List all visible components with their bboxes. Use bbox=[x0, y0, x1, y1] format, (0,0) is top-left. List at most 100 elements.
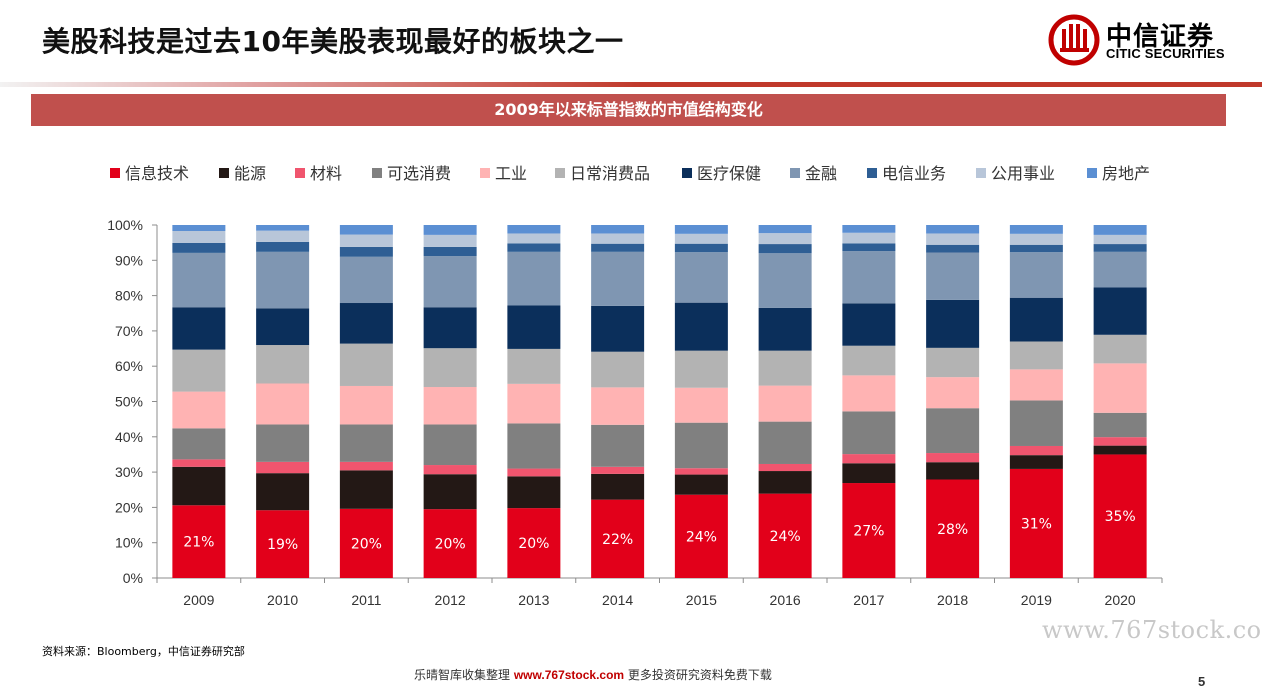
legend-label: 医疗保健 bbox=[697, 164, 761, 183]
bar-segment bbox=[256, 251, 310, 309]
bar-segment bbox=[758, 493, 812, 578]
bar-segment bbox=[256, 225, 310, 231]
legend-swatch bbox=[867, 168, 877, 178]
y-tick-label: 100% bbox=[107, 217, 143, 233]
bar-segment bbox=[423, 509, 477, 578]
x-tick-label: 2017 bbox=[853, 592, 884, 608]
data-label: 20% bbox=[518, 536, 549, 552]
legend-swatch bbox=[1087, 168, 1097, 178]
data-label: 24% bbox=[686, 529, 717, 545]
bar-segment bbox=[926, 299, 980, 348]
bar-segment bbox=[758, 225, 812, 234]
legend-swatch bbox=[976, 168, 986, 178]
y-tick-label: 0% bbox=[123, 570, 143, 586]
bar-segment bbox=[926, 244, 980, 253]
source-note: 资料来源：Bloomberg，中信证券研究部 bbox=[42, 645, 245, 658]
bar-segment bbox=[842, 232, 896, 244]
bar-segment bbox=[926, 233, 980, 245]
bar-segment bbox=[842, 303, 896, 346]
bar-segment bbox=[758, 307, 812, 351]
bar-segment bbox=[758, 421, 812, 464]
bar-segment bbox=[172, 231, 226, 244]
y-tick-label: 70% bbox=[115, 323, 143, 339]
bar-segment bbox=[842, 251, 896, 304]
bar-segment bbox=[926, 453, 980, 463]
bar-segment bbox=[591, 251, 645, 306]
x-tick-label: 2020 bbox=[1105, 592, 1136, 608]
bar-segment bbox=[256, 345, 310, 384]
bar-segment bbox=[423, 387, 477, 425]
bar-segment bbox=[674, 243, 728, 253]
data-label: 21% bbox=[183, 535, 214, 551]
bar-segment bbox=[507, 243, 561, 252]
footer-note: 乐晴智库收集整理 www.767stock.com 更多投资研究资料免费下载 bbox=[414, 666, 772, 683]
bar-segment bbox=[842, 483, 896, 578]
bar-segment bbox=[1093, 445, 1147, 455]
x-tick-label: 2010 bbox=[267, 592, 298, 608]
bar-segment bbox=[842, 463, 896, 484]
legend-label: 工业 bbox=[495, 164, 527, 183]
legend-label: 电信业务 bbox=[882, 164, 946, 183]
bar-segment bbox=[591, 351, 645, 388]
bar-segment bbox=[591, 225, 645, 234]
bar-segment bbox=[507, 251, 561, 306]
bar-segment bbox=[1009, 297, 1063, 342]
y-tick-label: 50% bbox=[115, 394, 143, 410]
bar-segment bbox=[674, 350, 728, 388]
bar-segment bbox=[591, 233, 645, 244]
bar-segment bbox=[507, 233, 561, 244]
bar-segment bbox=[1009, 244, 1063, 253]
bar-segment bbox=[339, 385, 393, 425]
bar-segment bbox=[926, 347, 980, 378]
x-tick-label: 2018 bbox=[937, 592, 968, 608]
bar-segment bbox=[172, 391, 226, 429]
bar-segment bbox=[172, 428, 226, 460]
bar-segment bbox=[1009, 468, 1063, 578]
bar-segment bbox=[1093, 234, 1147, 245]
footer-site-link[interactable]: www.767stock.com bbox=[513, 668, 625, 682]
bar-segment bbox=[256, 383, 310, 425]
bar-segment bbox=[423, 424, 477, 466]
bar-segment bbox=[591, 387, 645, 425]
legend-label: 能源 bbox=[234, 164, 266, 183]
bar-segment bbox=[507, 383, 561, 424]
bar-segment bbox=[256, 473, 310, 511]
bar-segment bbox=[507, 225, 561, 234]
bar-segment bbox=[172, 349, 226, 392]
bar-segment bbox=[926, 479, 980, 578]
legend-swatch bbox=[790, 168, 800, 178]
bar-segment bbox=[926, 462, 980, 480]
x-tick-label: 2014 bbox=[602, 592, 633, 608]
bar-segment bbox=[172, 225, 226, 232]
bar-segment bbox=[256, 241, 310, 252]
bar-segment bbox=[507, 305, 561, 349]
logo-text-cn: 中信证券 bbox=[1106, 22, 1215, 52]
bar-segment bbox=[423, 225, 477, 235]
bar-segment bbox=[172, 252, 226, 308]
data-label: 31% bbox=[1021, 516, 1052, 532]
y-tick-label: 60% bbox=[115, 358, 143, 374]
data-label: 19% bbox=[267, 537, 298, 553]
x-tick-label: 2019 bbox=[1021, 592, 1052, 608]
bar-segment bbox=[842, 345, 896, 376]
bar-segment bbox=[674, 302, 728, 351]
bar-segment bbox=[339, 246, 393, 257]
bar-segment bbox=[674, 468, 728, 475]
bar-segment bbox=[339, 461, 393, 471]
bar-segment bbox=[256, 461, 310, 474]
bar-segment bbox=[758, 233, 812, 245]
bar-segment bbox=[423, 256, 477, 308]
bar-segment bbox=[758, 463, 812, 472]
legend-swatch bbox=[682, 168, 692, 178]
bar-segment bbox=[507, 348, 561, 384]
bar-segment bbox=[758, 471, 812, 494]
bar-segment bbox=[591, 473, 645, 500]
bar-segment bbox=[1093, 412, 1147, 438]
bar-segment bbox=[758, 385, 812, 422]
bar-segment bbox=[926, 252, 980, 300]
bar-segment bbox=[423, 348, 477, 388]
footer-suffix: 更多投资研究资料免费下载 bbox=[624, 668, 772, 682]
bar-segment bbox=[339, 303, 393, 344]
x-tick-label: 2012 bbox=[435, 592, 466, 608]
bar-segment bbox=[172, 459, 226, 467]
